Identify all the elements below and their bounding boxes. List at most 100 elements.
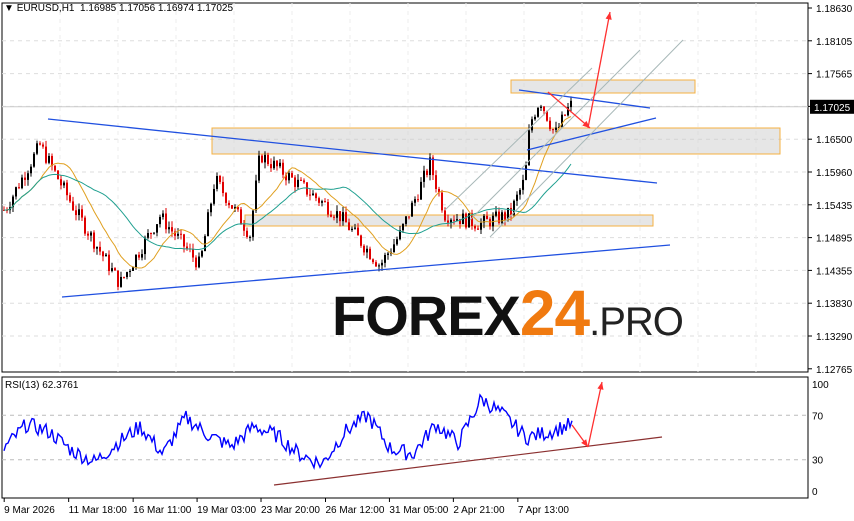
candle-body — [111, 268, 113, 272]
candle-body — [192, 249, 194, 258]
candle-body — [93, 232, 95, 249]
candle-body — [525, 165, 527, 180]
candle-body — [114, 268, 116, 271]
candle-body — [60, 179, 62, 186]
x-tick-label: 31 Mar 05:00 — [389, 505, 448, 516]
y-tick-label: 1.14895 — [816, 234, 853, 245]
candle-body — [12, 196, 14, 208]
candle-body — [477, 228, 479, 230]
candle-body — [450, 219, 452, 223]
candle-body — [531, 119, 533, 131]
candle-body — [171, 227, 173, 232]
candle-body — [54, 165, 56, 171]
candle-body — [30, 166, 32, 174]
candle-body — [492, 215, 494, 227]
candle-body — [327, 202, 329, 215]
moving-average-fast — [3, 116, 572, 269]
candle-body — [81, 209, 83, 218]
rsi-level-label: 70 — [812, 411, 824, 422]
candle-body — [264, 154, 266, 163]
x-tick-label: 9 Mar 2026 — [4, 505, 55, 516]
candle-body — [540, 106, 542, 108]
candle-body — [183, 234, 185, 247]
candle-body — [78, 209, 80, 216]
candle-body — [156, 224, 158, 233]
candle-body — [516, 194, 518, 201]
candle-body — [21, 177, 23, 189]
candle-body — [411, 202, 413, 217]
candle-body — [75, 210, 77, 216]
candle-body — [558, 126, 560, 128]
candle-body — [495, 211, 497, 216]
candle-body — [435, 175, 437, 189]
candle-body — [483, 215, 485, 223]
candle-body — [303, 180, 305, 183]
candle-body — [42, 144, 44, 147]
candle-body — [441, 192, 443, 211]
rsi-trend-line — [273, 436, 663, 486]
candle-body — [432, 157, 434, 176]
y-tick-label: 1.13830 — [816, 299, 853, 310]
candle-body — [105, 254, 107, 257]
candle-body — [507, 207, 509, 220]
candle-body — [357, 227, 359, 236]
y-tick-label: 1.14355 — [816, 266, 853, 277]
candle-body — [360, 235, 362, 246]
y-tick-label: 1.13290 — [816, 332, 853, 343]
candle-body — [498, 211, 500, 223]
candle-body — [324, 201, 326, 203]
candle-body — [471, 213, 473, 227]
candle-body — [300, 179, 302, 181]
channel-line — [444, 67, 593, 211]
candle-body — [234, 207, 236, 209]
moving-average-slow — [3, 163, 572, 251]
candle-body — [291, 173, 293, 178]
candle-body — [513, 200, 515, 215]
candle-body — [27, 173, 29, 180]
candle-body — [135, 254, 137, 268]
candle-body — [174, 231, 176, 236]
candle-body — [228, 202, 230, 206]
candle-body — [162, 213, 164, 217]
main-panel-frame — [1, 2, 809, 373]
rsi-arrow-up-head — [597, 382, 604, 390]
candle-body — [201, 251, 203, 257]
candle-body — [285, 174, 287, 181]
candle-body — [288, 173, 290, 181]
candle-body — [24, 177, 26, 180]
candle-body — [552, 129, 554, 131]
candle-body — [312, 193, 314, 196]
candle-body — [336, 211, 338, 218]
candle-body — [168, 227, 170, 230]
candle-body — [165, 213, 167, 230]
candle-body — [429, 157, 431, 175]
candle-body — [375, 262, 377, 267]
x-tick-label: 19 Mar 03:00 — [197, 505, 256, 516]
candle-body — [297, 179, 299, 187]
candle-body — [102, 251, 104, 257]
x-tick-label: 7 Apr 13:00 — [518, 505, 570, 516]
candle-body — [294, 177, 296, 187]
candle-body — [90, 232, 92, 236]
candle-body — [438, 188, 440, 193]
chart-header: ▼ EURUSD,H1 1.16985 1.17056 1.16974 1.17… — [4, 3, 234, 14]
candle-body — [369, 248, 371, 260]
x-tick-label: 26 Mar 12:00 — [325, 505, 384, 516]
candle-body — [207, 212, 209, 237]
candle-body — [249, 236, 251, 238]
candle-body — [150, 233, 152, 235]
candle-body — [561, 114, 563, 127]
candle-body — [570, 100, 572, 108]
candle-body — [219, 176, 221, 182]
candle-body — [333, 216, 335, 218]
candle-body — [99, 246, 101, 252]
candle-body — [153, 232, 155, 234]
candle-body — [489, 219, 491, 227]
candle-body — [534, 116, 536, 120]
candle-body — [543, 106, 545, 112]
candle-body — [120, 276, 122, 287]
candle-body — [384, 254, 386, 263]
candle-body — [426, 170, 428, 175]
